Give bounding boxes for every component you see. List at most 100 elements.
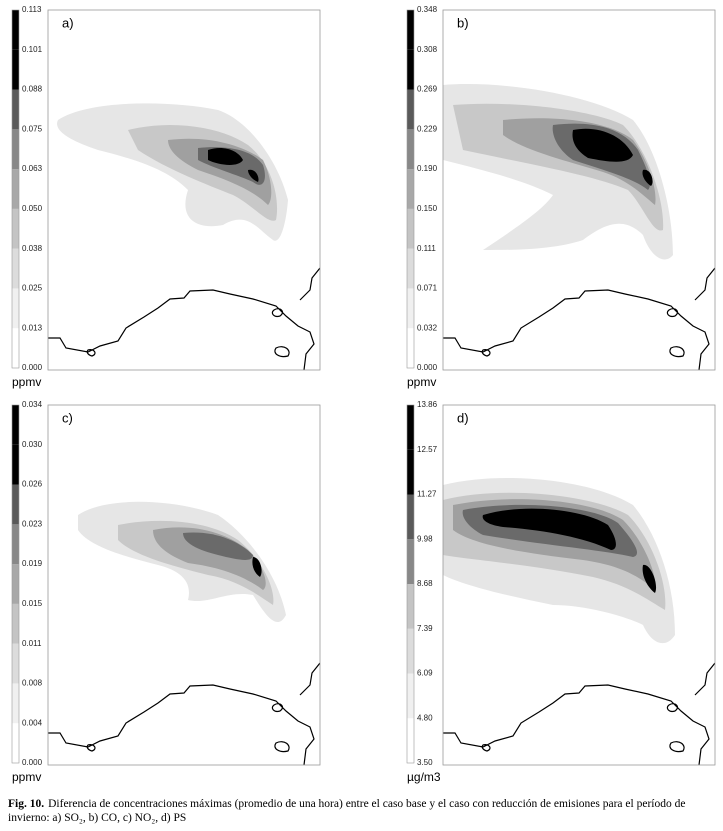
colorbar-label: 3.50 xyxy=(417,758,433,767)
unit-label: ppmv xyxy=(12,770,41,784)
colorbar-frame xyxy=(406,404,415,764)
colorbar-label: 0.229 xyxy=(417,124,438,133)
colorbar-segment xyxy=(407,405,414,450)
figure: 0.113 0.101 0.088 0.075 0.063 0.050 0.038 0.025… xyxy=(11,5,716,784)
coastline xyxy=(443,267,715,370)
colorbar-label: 0.000 xyxy=(22,363,43,372)
map-content xyxy=(443,84,715,370)
colorbar-segment xyxy=(12,49,19,90)
colorbar-label: 0.088 xyxy=(22,85,43,94)
colorbar-frame xyxy=(11,9,20,369)
colorbar-segment xyxy=(12,89,19,130)
colorbar-label: 0.034 xyxy=(22,400,43,409)
colorbar-label: 0.004 xyxy=(22,718,43,727)
caption-label: Fig. 10. xyxy=(8,798,45,810)
panel: 0.348 0.308 0.269 0.229 0.190 0.150 0.111 0.071… xyxy=(406,5,716,389)
map-frame xyxy=(47,404,321,766)
colorbar-segment xyxy=(12,603,19,644)
map: a) xyxy=(47,9,321,371)
panel: 0.113 0.101 0.088 0.075 0.063 0.050 0.038 0.025… xyxy=(11,5,321,389)
colorbar-segment xyxy=(407,169,414,209)
colorbar-label: 0.038 xyxy=(22,244,43,253)
concentration-contour xyxy=(183,532,253,560)
concentration-contour xyxy=(153,527,266,590)
colorbar-label: 0.190 xyxy=(417,164,438,173)
coastline xyxy=(48,267,320,370)
colorbar-frame xyxy=(11,404,20,764)
colorbar-segment xyxy=(12,129,19,170)
panel: 0.034 0.030 0.026 0.023 0.019 0.015 0.011 0.008… xyxy=(11,400,321,784)
colorbar-segment xyxy=(407,248,414,289)
colorbar-label: 7.39 xyxy=(417,624,433,633)
colorbar-segment xyxy=(12,208,19,249)
panel: 13.86 12.57 11.27 9.98 8.68 7.39 6.09 4.80 3.50 µ… xyxy=(406,400,716,784)
colorbar-label: 8.68 xyxy=(417,579,433,588)
colorbar-segment xyxy=(12,169,19,209)
colorbar-segment xyxy=(12,643,19,684)
colorbar-label: 4.80 xyxy=(417,713,433,722)
colorbar-segment xyxy=(12,10,19,50)
colorbar-segment xyxy=(407,539,414,584)
colorbar-segment xyxy=(407,494,414,540)
concentration-contour xyxy=(572,128,653,186)
unit-label: ppmv xyxy=(12,375,41,389)
colorbar-label: 0.111 xyxy=(417,244,436,253)
map-content xyxy=(48,103,320,370)
map: b) xyxy=(442,9,716,371)
map-frame xyxy=(47,9,321,371)
map-frame xyxy=(442,404,716,766)
colorbar-segment xyxy=(12,405,19,445)
colorbar-label: 0.019 xyxy=(22,559,43,568)
colorbar-segment xyxy=(407,584,414,629)
colorbar-segment xyxy=(12,444,19,485)
colorbar-label: 0.269 xyxy=(417,85,438,94)
unit-label: ppmv xyxy=(407,375,436,389)
colorbar-segment xyxy=(12,564,19,604)
panel-label: d) xyxy=(457,410,469,425)
colorbar-segment xyxy=(12,248,19,289)
map-frame xyxy=(442,9,716,371)
colorbar-label: 0.023 xyxy=(22,519,43,528)
colorbar-label: 0.348 xyxy=(417,5,438,14)
colorbar-segment xyxy=(12,288,19,329)
concentration-contour xyxy=(252,557,262,577)
colorbar-segment xyxy=(407,288,414,329)
colorbar-label: 0.026 xyxy=(22,480,43,489)
colorbar-label: 0.008 xyxy=(22,679,43,688)
colorbar-segment xyxy=(407,208,414,249)
concentration-contour xyxy=(482,508,657,593)
colorbar-segment xyxy=(407,10,414,50)
panel-label: a) xyxy=(62,15,74,30)
colorbar-segment xyxy=(407,328,414,368)
colorbar-label: 0.101 xyxy=(22,45,43,54)
map: c) xyxy=(47,404,321,766)
colorbar-segment xyxy=(407,449,414,495)
colorbar-label: 0.032 xyxy=(417,323,438,332)
colorbar-label: 0.025 xyxy=(22,284,43,293)
colorbar-label: 0.113 xyxy=(22,5,42,14)
colorbar-label: 0.050 xyxy=(22,204,43,213)
colorbar-segment xyxy=(407,89,414,130)
concentration-contour xyxy=(208,148,259,182)
colorbar-segment xyxy=(12,328,19,368)
colorbar-label: 0.011 xyxy=(22,639,42,648)
colorbar-segment xyxy=(407,718,414,763)
caption-text: Diferencia de concentraciones máximas (p… xyxy=(8,798,686,824)
colorbar-label: 13.86 xyxy=(417,400,438,409)
colorbar-label: 0.063 xyxy=(22,164,43,173)
colorbar-label: 0.015 xyxy=(22,599,43,608)
colorbar-segment xyxy=(12,524,19,565)
colorbar-label: 0.013 xyxy=(22,323,43,332)
map-content xyxy=(443,477,715,765)
colorbar-label: 0.150 xyxy=(417,204,438,213)
colorbar-label: 0.000 xyxy=(417,363,438,372)
caption: Fig. 10. Diferencia de concentraciones má… xyxy=(8,797,720,825)
colorbar-segment xyxy=(407,673,414,719)
colorbar-segment xyxy=(12,683,19,724)
panel-label: b) xyxy=(457,15,469,30)
colorbar-label: 6.09 xyxy=(417,669,433,678)
colorbar-frame xyxy=(406,9,415,369)
colorbar-segment xyxy=(12,723,19,763)
